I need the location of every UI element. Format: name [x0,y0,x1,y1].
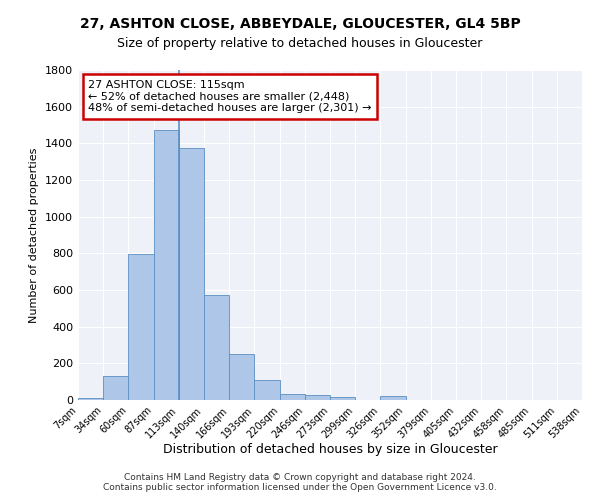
Bar [78,398,103,400]
Text: Contains HM Land Registry data © Crown copyright and database right 2024.
Contai: Contains HM Land Registry data © Crown c… [103,473,497,492]
Text: Distribution of detached houses by size in Gloucester: Distribution of detached houses by size … [163,442,497,456]
Text: 27 ASHTON CLOSE: 115sqm
← 52% of detached houses are smaller (2,448)
48% of semi: 27 ASHTON CLOSE: 115sqm ← 52% of detache… [88,80,371,113]
Bar [380,396,406,400]
Bar [204,294,229,400]
Text: Size of property relative to detached houses in Gloucester: Size of property relative to detached ho… [118,38,482,51]
Bar [179,148,204,400]
Bar [128,254,154,400]
Y-axis label: Number of detached properties: Number of detached properties [29,148,40,322]
Bar [254,380,280,400]
Bar [103,376,128,400]
Text: 27, ASHTON CLOSE, ABBEYDALE, GLOUCESTER, GL4 5BP: 27, ASHTON CLOSE, ABBEYDALE, GLOUCESTER,… [80,18,520,32]
Bar [330,396,355,400]
Bar [280,394,305,400]
Bar [154,130,179,400]
Bar [229,354,254,400]
Bar [305,394,330,400]
